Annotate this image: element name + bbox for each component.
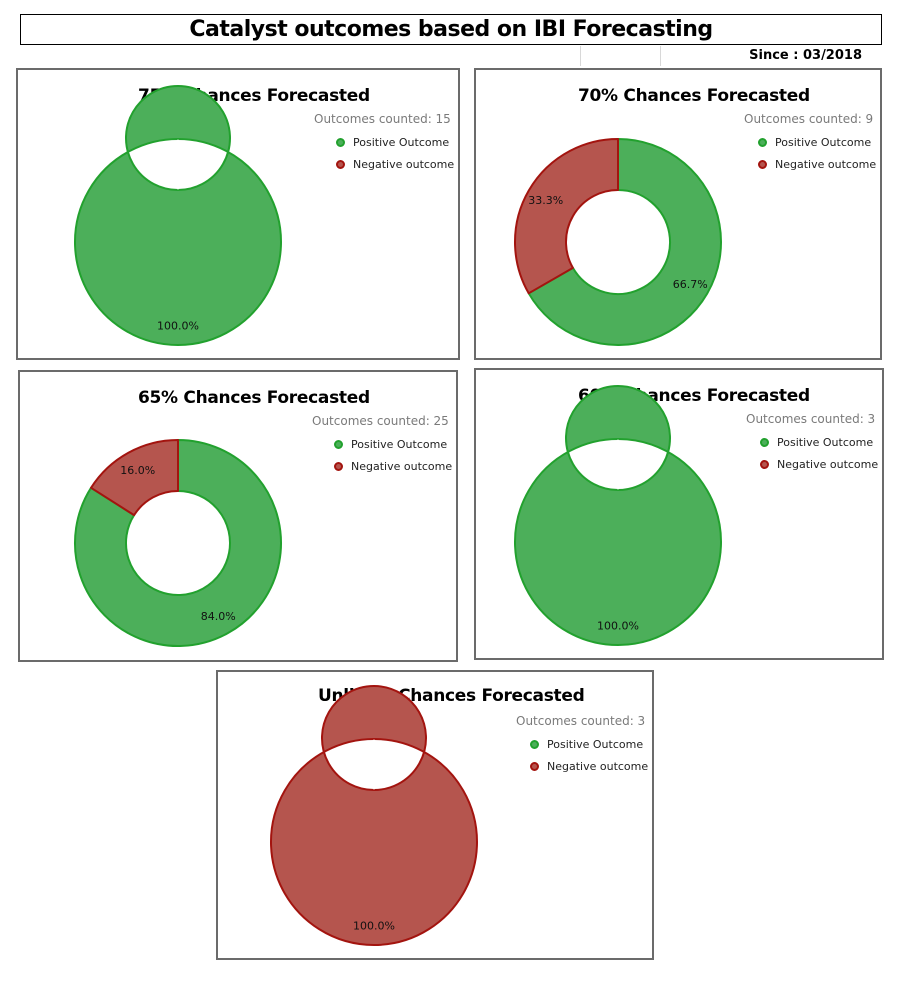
donut-chart: 66.7% 33.3% — [514, 138, 722, 346]
legend-negative[interactable]: Negative outcome — [336, 158, 454, 171]
slice-positive[interactable] — [527, 138, 722, 346]
outcomes-counted: Outcomes counted: 3 — [746, 412, 876, 426]
legend-label: Positive Outcome — [353, 136, 450, 149]
legend-label: Negative outcome — [777, 458, 879, 471]
data-label-negative: 16.0% — [120, 464, 155, 477]
legend-positive[interactable]: Positive Outcome — [334, 438, 447, 451]
legend-negative[interactable]: Negative outcome — [530, 760, 648, 773]
outcomes-counted: Outcomes counted: 3 — [516, 714, 646, 728]
donut-chart: 100.0% — [270, 685, 478, 946]
slice-positive[interactable] — [74, 85, 282, 346]
data-label-positive: 100.0% — [157, 320, 199, 333]
chart-title: 70% Chances Forecasted — [578, 86, 810, 106]
report-title: Catalyst outcomes based on IBI Forecasti… — [20, 14, 882, 45]
legend-label: Negative outcome — [353, 158, 455, 171]
legend-label: Positive Outcome — [777, 436, 874, 449]
chart-panel-70: 70% Chances Forecasted Outcomes counted:… — [474, 68, 882, 360]
legend-marker-negative — [760, 460, 769, 469]
legend-marker-positive — [530, 740, 539, 749]
legend-marker-positive — [334, 440, 343, 449]
legend-positive[interactable]: Positive Outcome — [336, 136, 449, 149]
legend-marker-negative — [758, 160, 767, 169]
legend-negative[interactable]: Negative outcome — [760, 458, 878, 471]
divider-line — [660, 46, 661, 66]
donut-chart: 100.0% — [514, 385, 722, 646]
legend-marker-positive — [758, 138, 767, 147]
legend-positive[interactable]: Positive Outcome — [758, 136, 871, 149]
data-label-positive: 66.7% — [673, 278, 708, 291]
legend-label: Negative outcome — [351, 460, 453, 473]
data-label-positive: 84.0% — [201, 610, 236, 623]
outcomes-counted: Outcomes counted: 15 — [314, 112, 451, 126]
legend-marker-negative — [334, 462, 343, 471]
legend-negative[interactable]: Negative outcome — [334, 460, 452, 473]
chart-title: 65% Chances Forecasted — [138, 388, 370, 408]
chart-panel-65: 65% Chances Forecasted Outcomes counted:… — [18, 370, 458, 662]
legend-positive[interactable]: Positive Outcome — [760, 436, 873, 449]
chart-panel-60: 60% Chances Forecasted Outcomes counted:… — [474, 368, 884, 660]
legend-label: Positive Outcome — [351, 438, 448, 451]
outcomes-counted: Outcomes counted: 9 — [744, 112, 874, 126]
outcomes-counted: Outcomes counted: 25 — [312, 414, 449, 428]
legend-label: Negative outcome — [547, 760, 649, 773]
donut-chart: 84.0% 16.0% — [74, 439, 282, 647]
divider-line — [580, 46, 581, 66]
donut-chart: 100.0% — [74, 85, 282, 346]
slice-negative[interactable] — [90, 439, 179, 517]
slice-negative[interactable] — [270, 685, 478, 946]
slice-positive[interactable] — [514, 385, 722, 646]
chart-panel-75: 75% Chances Forecasted Outcomes counted:… — [16, 68, 460, 360]
since-date: Since : 03/2018 — [749, 48, 862, 63]
slice-positive[interactable] — [74, 439, 282, 647]
data-label-negative: 33.3% — [528, 194, 563, 207]
data-label-positive: 100.0% — [597, 620, 639, 633]
legend-marker-negative — [530, 762, 539, 771]
legend-positive[interactable]: Positive Outcome — [530, 738, 643, 751]
legend-label: Positive Outcome — [547, 738, 644, 751]
legend-marker-positive — [336, 138, 345, 147]
legend-label: Negative outcome — [775, 158, 877, 171]
legend-label: Positive Outcome — [775, 136, 872, 149]
legend-marker-negative — [336, 160, 345, 169]
slice-negative[interactable] — [514, 138, 619, 295]
data-label-negative: 100.0% — [353, 920, 395, 933]
legend-negative[interactable]: Negative outcome — [758, 158, 876, 171]
legend-marker-positive — [760, 438, 769, 447]
chart-panel-unlikely: Unlikely Chances Forecasted Outcomes cou… — [216, 670, 654, 960]
